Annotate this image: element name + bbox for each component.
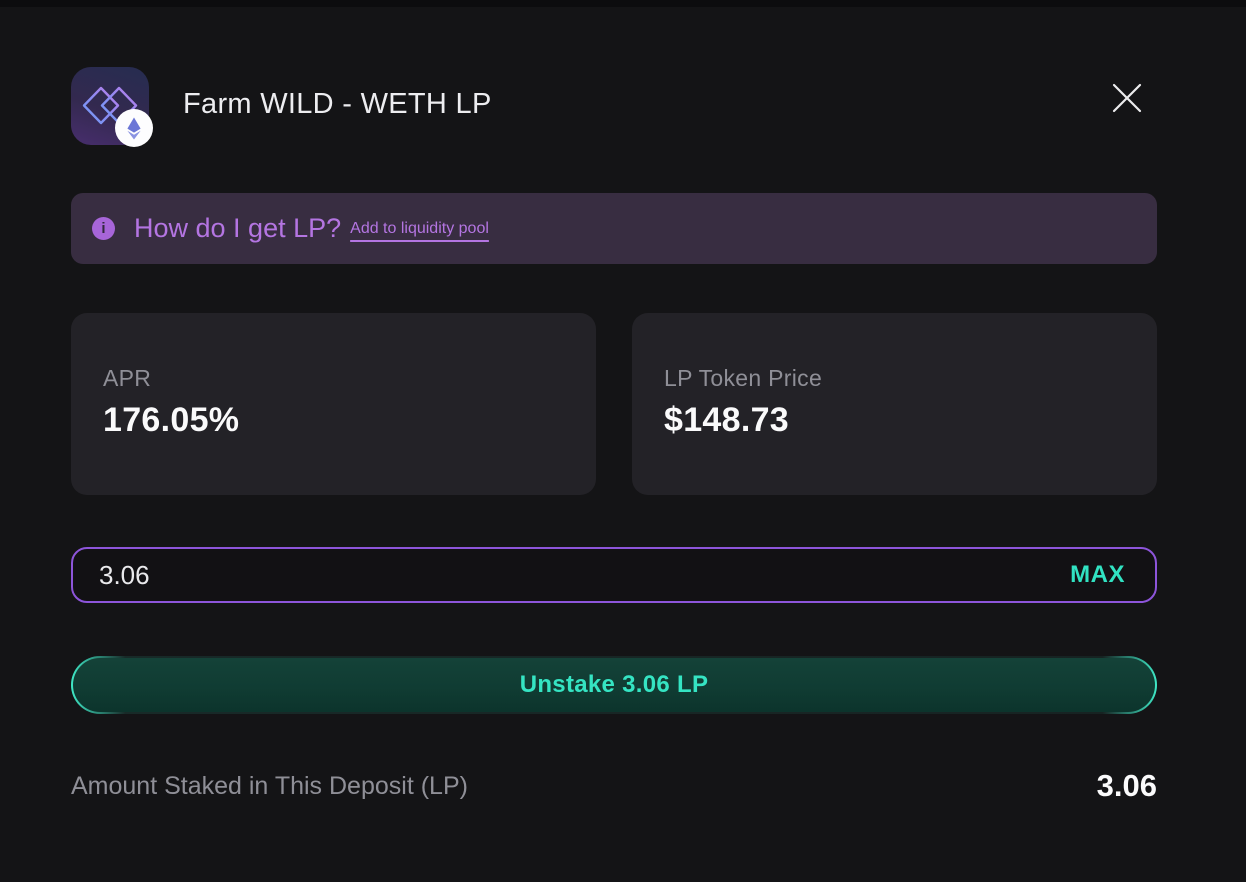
unstake-amount-input[interactable] bbox=[99, 559, 1071, 591]
unstake-amount-field: MAX bbox=[71, 547, 1157, 603]
info-icon: i bbox=[92, 217, 115, 240]
lp-help-banner: i How do I get LP? Add to liquidity pool bbox=[71, 193, 1157, 264]
unstake-button[interactable]: Unstake 3.06 LP bbox=[73, 658, 1155, 712]
staked-summary-value: 3.06 bbox=[1096, 768, 1157, 803]
stat-label: APR bbox=[103, 365, 152, 391]
close-button[interactable] bbox=[1108, 79, 1146, 117]
wild-weth-lp-token-icon bbox=[71, 67, 155, 151]
stat-card-apr: APR 176.05% bbox=[71, 313, 596, 495]
stats-row: APR 176.05% LP Token Price $148.73 bbox=[71, 313, 1157, 495]
unstake-button-glow: Unstake 3.06 LP bbox=[71, 656, 1157, 714]
add-liquidity-link[interactable]: Add to liquidity pool bbox=[350, 219, 489, 237]
ethereum-badge-icon bbox=[115, 109, 153, 147]
stat-value: $148.73 bbox=[664, 401, 790, 439]
stat-card-lp-token-price: LP Token Price $148.73 bbox=[632, 313, 1157, 495]
stat-value: 176.05% bbox=[103, 401, 240, 439]
staked-summary-row: Amount Staked in This Deposit (LP) 3.06 bbox=[71, 764, 1157, 808]
close-icon bbox=[1112, 83, 1142, 113]
staked-summary-label: Amount Staked in This Deposit (LP) bbox=[71, 771, 468, 800]
lp-help-question: How do I get LP? bbox=[134, 213, 342, 243]
max-button[interactable]: MAX bbox=[1070, 561, 1125, 588]
top-edge-divider bbox=[0, 0, 1246, 7]
page-title: Farm WILD - WETH LP bbox=[183, 88, 492, 120]
stat-label: LP Token Price bbox=[664, 365, 823, 391]
